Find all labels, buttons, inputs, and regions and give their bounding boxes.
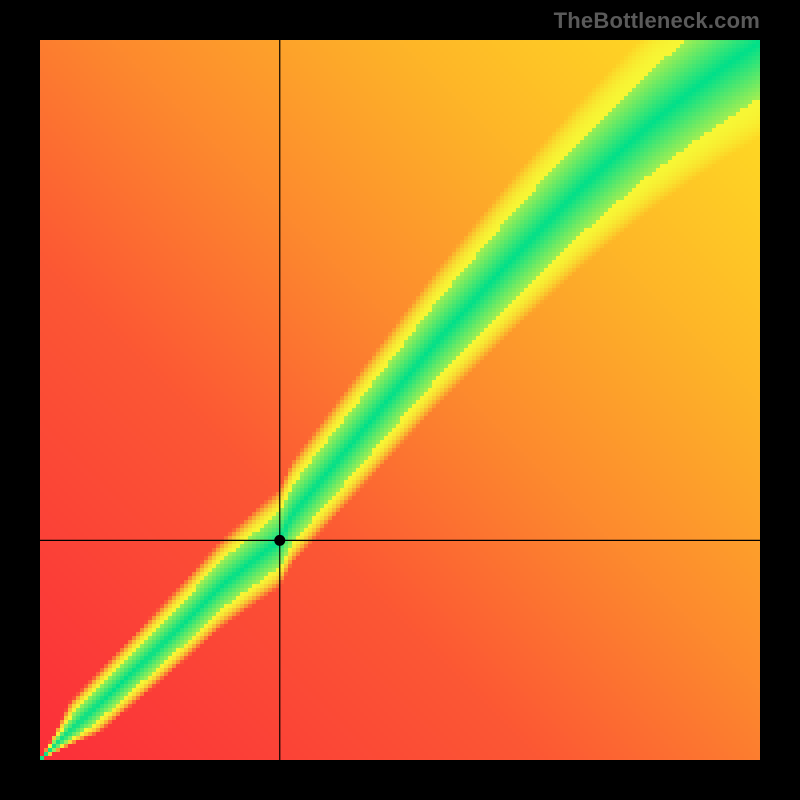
watermark-text: TheBottleneck.com — [554, 8, 760, 34]
heatmap-canvas — [40, 40, 760, 760]
